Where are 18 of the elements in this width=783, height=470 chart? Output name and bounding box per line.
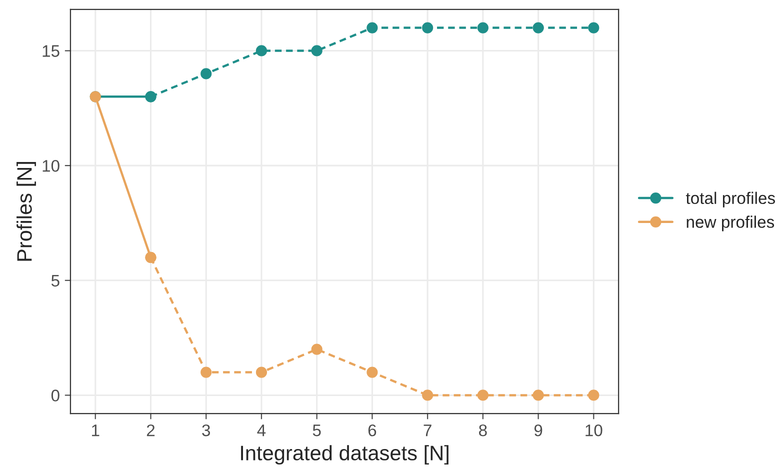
y-tick-label: 15 [42,45,60,57]
x-tick-label: 3 [202,424,210,436]
x-axis-title: Integrated datasets [N] [241,445,448,465]
y-tick-label: 0 [51,390,60,402]
legend-label: new profiles [686,216,774,232]
y-tick-label: 10 [42,160,60,172]
x-tick-label: 6 [368,424,376,436]
x-tick-label: 4 [257,424,266,436]
y-tick-label: 5 [51,274,60,287]
x-tick-label: 9 [534,424,542,436]
x-tick-label: 10 [586,424,602,436]
x-tick-label: 2 [146,424,155,436]
x-tick-label: 1 [92,424,100,436]
legend-label: total profiles [686,192,775,208]
x-tick-label: 5 [312,424,321,436]
x-tick-label: 8 [479,424,487,436]
y-axis-title: Profiles [N] [16,162,36,261]
x-tick-label: 7 [424,424,432,436]
